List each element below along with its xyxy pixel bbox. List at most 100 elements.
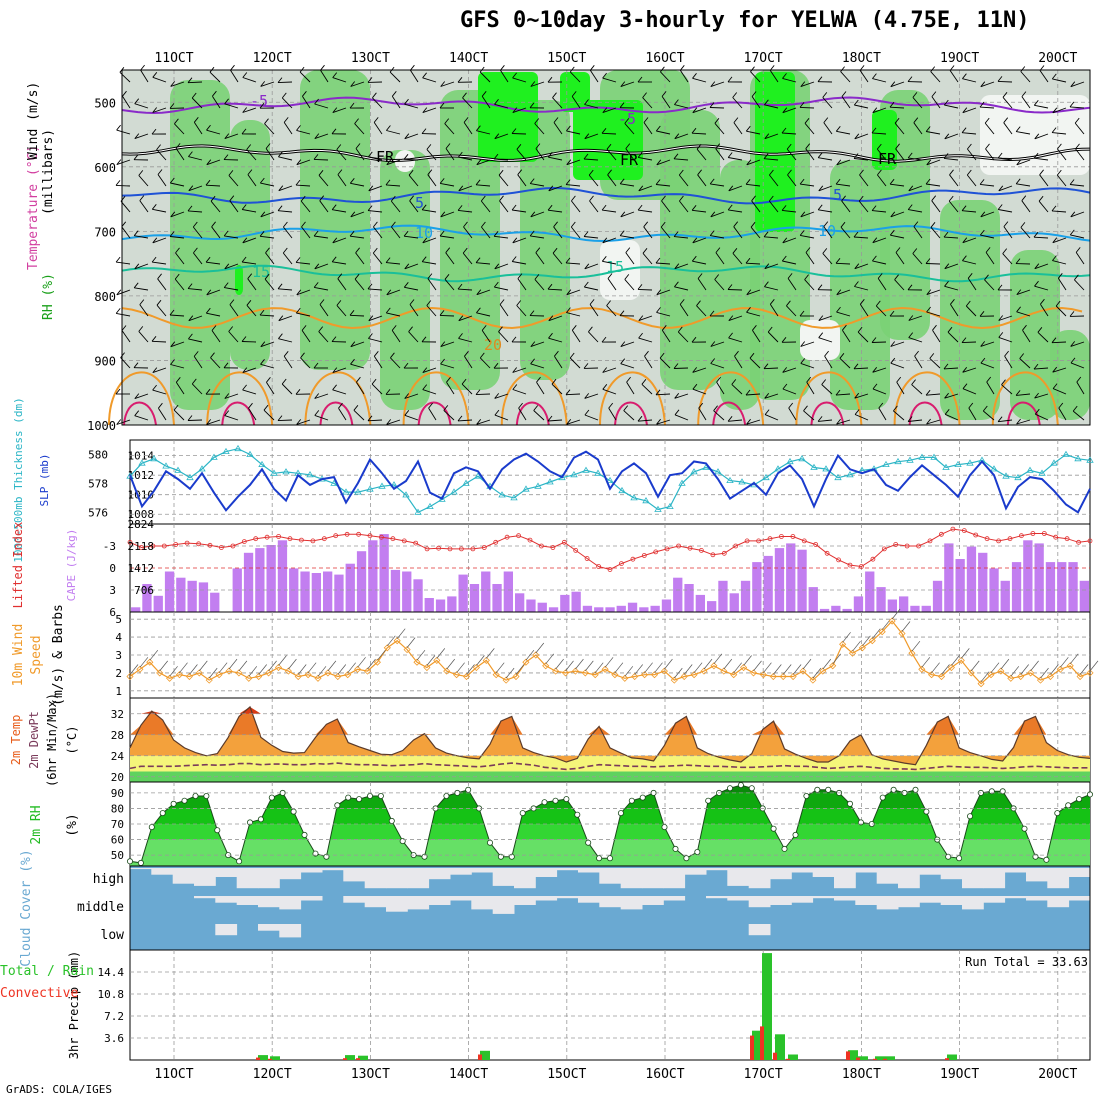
- wind-barb: [422, 389, 437, 395]
- rh2m-marker: [781, 845, 788, 852]
- wind-barb: [944, 285, 959, 291]
- wind-barb: [404, 286, 419, 291]
- lifted-index-marker: [859, 564, 864, 569]
- cape-bar: [537, 602, 547, 612]
- cloud-cell: [1004, 868, 1027, 873]
- lifted-index-marker: [1087, 538, 1093, 544]
- wind-barb: [804, 123, 815, 135]
- wind-barb-feather: [134, 133, 140, 139]
- wind-barb-feather: [1052, 107, 1058, 114]
- temperature-line: [129, 705, 1091, 766]
- isotherm-fr-inner: [121, 145, 1091, 162]
- wind-barb: [427, 278, 437, 291]
- wind-barb-feather: [602, 384, 608, 390]
- wind-barb-feather: [583, 363, 589, 369]
- wind-barb: [674, 286, 689, 291]
- rh-band: [130, 792, 1090, 809]
- cape-bar: [548, 607, 559, 612]
- wind-barb-feather: [601, 204, 607, 211]
- wind-barb: [1069, 106, 1085, 109]
- lifted-index-marker: [653, 549, 659, 555]
- wind-barb: [296, 261, 311, 265]
- wind-barb: [998, 315, 1013, 321]
- wind-barb: [746, 159, 761, 166]
- wind10m-marker: [641, 671, 649, 679]
- wind-barb: [571, 96, 581, 109]
- wind10m-marker: [848, 649, 857, 657]
- lifted-index-marker: [207, 542, 213, 548]
- wind-barb: [948, 200, 959, 213]
- wind-barb: [156, 149, 167, 161]
- wind-barb: [356, 381, 365, 395]
- wind-barb: [642, 253, 653, 265]
- wind-barb: [890, 341, 905, 347]
- isotherm-label: FR: [620, 151, 639, 169]
- lifted-index-axis-label: Lifted Index: [11, 522, 25, 609]
- wind-barb-feather: [859, 169, 864, 176]
- wind-barb-feather: [115, 256, 121, 263]
- cape-bar: [944, 543, 954, 612]
- wind-barb-feather: [872, 107, 878, 113]
- cloud-cell: [1026, 896, 1048, 901]
- wind-barb-feather: [817, 204, 823, 211]
- wind-barb: [836, 183, 851, 187]
- wind-barb: [554, 355, 563, 369]
- wind-barb: [1074, 122, 1085, 135]
- cape-bar: [695, 594, 705, 612]
- wind-barb-feather: [493, 153, 499, 160]
- wind-barb-feather: [656, 289, 662, 295]
- wind-barb: [872, 237, 887, 244]
- wind-barb-feather: [877, 169, 882, 176]
- cape-tick: 706: [134, 584, 154, 597]
- wind-barb: [602, 367, 617, 373]
- wind-barb-feather: [457, 77, 463, 83]
- wind-barb: [193, 356, 203, 369]
- rh2m-marker: [825, 786, 832, 793]
- wind-barb-feather: [355, 143, 361, 149]
- lifted-index-marker: [1007, 536, 1013, 542]
- wind-barb: [494, 286, 509, 291]
- wind-barb: [534, 279, 545, 291]
- wind-barb-feather: [296, 419, 302, 425]
- lifted-index-marker: [927, 538, 933, 544]
- cape-bar: [639, 607, 649, 612]
- lifted-index-marker: [607, 567, 613, 572]
- cloud-cell: [706, 868, 728, 871]
- wind-barb: [800, 183, 815, 187]
- lifted-index-marker: [253, 536, 259, 542]
- rh2m-marker: [170, 800, 177, 807]
- wind-barb: [170, 81, 185, 87]
- cape-bar: [210, 592, 220, 612]
- wind-barb: [479, 71, 491, 83]
- wind-barb: [1035, 413, 1049, 421]
- wind-barb-feather: [890, 357, 896, 364]
- wind10m-marker: [839, 640, 847, 648]
- wind-barb-feather: [241, 204, 247, 210]
- wind-barb: [404, 133, 419, 140]
- cloud-cell: [663, 868, 686, 889]
- thickness-line: [129, 448, 1091, 514]
- wind-barb-feather: [961, 127, 967, 133]
- wind-barb: [1034, 157, 1049, 161]
- wind-barb: [589, 70, 599, 83]
- rh2m-marker: [803, 793, 810, 800]
- wind-barb-feather: [1038, 195, 1044, 202]
- wind10m-marker: [512, 672, 520, 681]
- wind-barb-feather: [745, 257, 751, 264]
- wind10m-barb: [545, 653, 554, 665]
- wind-barb: [908, 337, 923, 343]
- cloud-cell: [599, 868, 622, 884]
- wind-barb-feather: [895, 247, 901, 253]
- lifted-index-marker: [573, 548, 579, 553]
- wind-barb-feather: [295, 307, 301, 314]
- wind-barb: [494, 393, 509, 399]
- cape-bar: [413, 579, 423, 612]
- wind-barb-feather: [116, 419, 122, 425]
- wind-barb-feather: [566, 419, 572, 425]
- wind-barb-feather: [494, 409, 500, 416]
- wind-barb-feather: [786, 300, 791, 307]
- wind-barb-feather: [962, 367, 968, 373]
- wind-barb: [151, 340, 167, 343]
- wind-barb-feather: [349, 102, 355, 109]
- wind-barb-feather: [943, 231, 949, 238]
